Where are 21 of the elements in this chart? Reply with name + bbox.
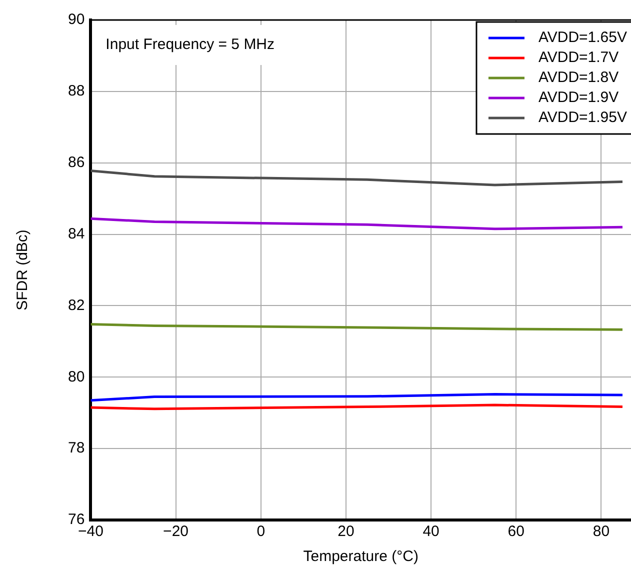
- y-tick-label: 84: [68, 225, 85, 242]
- y-tick-label: 82: [68, 296, 85, 314]
- annotation: Input Frequency = 5 MHz: [106, 36, 275, 54]
- legend-label: AVDD=1.8V: [538, 69, 619, 86]
- legend-label: AVDD=1.9V: [538, 89, 619, 106]
- y-tick-label: 90: [68, 11, 85, 28]
- x-tick-label: 60: [508, 523, 524, 540]
- y-axis-title: SFDR (dBc): [14, 230, 32, 310]
- x-tick-label: 20: [338, 523, 354, 540]
- y-tick-label: 80: [68, 368, 85, 386]
- x-axis-title: Temperature (°C): [303, 548, 418, 566]
- legend-label: AVDD=1.95V: [538, 109, 628, 126]
- y-tick-label: 86: [68, 154, 85, 171]
- y-tick-label: 88: [68, 82, 85, 100]
- legend-label: AVDD=1.65V: [538, 29, 628, 46]
- x-tick-label: 40: [422, 523, 440, 540]
- x-tick-label: 80: [592, 523, 610, 540]
- legend-label: AVDD=1.7V: [538, 49, 619, 66]
- y-tick-label: 78: [68, 440, 85, 457]
- x-tick-label: −20: [163, 523, 188, 540]
- x-tick-label: 0: [256, 523, 266, 540]
